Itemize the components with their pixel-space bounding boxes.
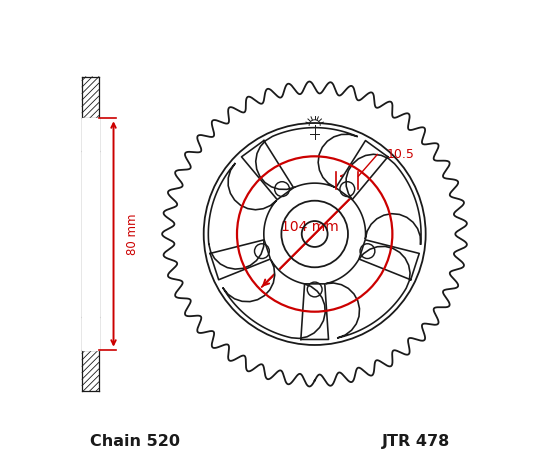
Polygon shape (210, 240, 270, 280)
Polygon shape (82, 118, 99, 151)
Polygon shape (241, 140, 293, 200)
Polygon shape (336, 140, 388, 200)
Text: 80 mm: 80 mm (127, 213, 139, 255)
Text: 104 mm: 104 mm (281, 220, 339, 234)
Text: Chain 520: Chain 520 (90, 434, 180, 449)
Text: 10.5: 10.5 (386, 148, 414, 161)
Polygon shape (256, 128, 357, 190)
Polygon shape (82, 151, 99, 317)
Polygon shape (326, 247, 410, 338)
Polygon shape (82, 317, 99, 350)
Polygon shape (346, 154, 421, 244)
Polygon shape (208, 164, 277, 269)
Polygon shape (359, 240, 419, 280)
Polygon shape (301, 284, 329, 339)
Text: JTR 478: JTR 478 (382, 434, 450, 449)
Polygon shape (223, 260, 325, 338)
